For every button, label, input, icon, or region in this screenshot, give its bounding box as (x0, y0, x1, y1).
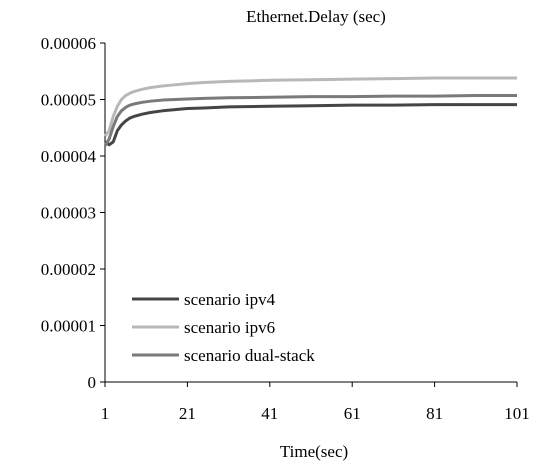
x-tick-label: 21 (179, 404, 196, 423)
legend: scenario ipv4 scenario ipv6 scenario dual-… (132, 290, 315, 365)
y-tick-label: 0.00005 (41, 91, 96, 110)
series-line-2 (103, 76, 517, 138)
x-axis-label: Time(sec) (280, 442, 348, 461)
y-tick-label: 0.00006 (41, 34, 96, 53)
x-tick-label: 101 (504, 404, 530, 423)
x-tick-label: 61 (344, 404, 361, 423)
x-tick-label: 1 (101, 404, 110, 423)
y-tick-label: 0.00003 (41, 204, 96, 223)
y-tick-label: 0 (88, 373, 97, 392)
y-tick-label: 0.00004 (41, 147, 97, 166)
y-tick-label: 0.00001 (41, 317, 96, 336)
y-tick-label: 0.00002 (41, 260, 96, 279)
x-tick-label: 41 (261, 404, 278, 423)
legend-label-1: scenario ipv4 (184, 290, 276, 309)
chart-title: Ethernet.Delay (sec) (246, 7, 386, 26)
legend-label-2: scenario ipv6 (184, 318, 275, 337)
legend-label-3: scenario dual-stack (184, 346, 315, 365)
series-lines (103, 76, 517, 147)
x-axis-ticks: 1 21 41 61 81 101 (101, 382, 530, 423)
series-line-3 (103, 94, 517, 147)
series-line-1 (104, 103, 517, 147)
y-axis-ticks: 0 0.00001 0.00002 0.00003 0.00004 0.00005 0.00… (41, 34, 105, 392)
x-tick-label: 81 (426, 404, 443, 423)
